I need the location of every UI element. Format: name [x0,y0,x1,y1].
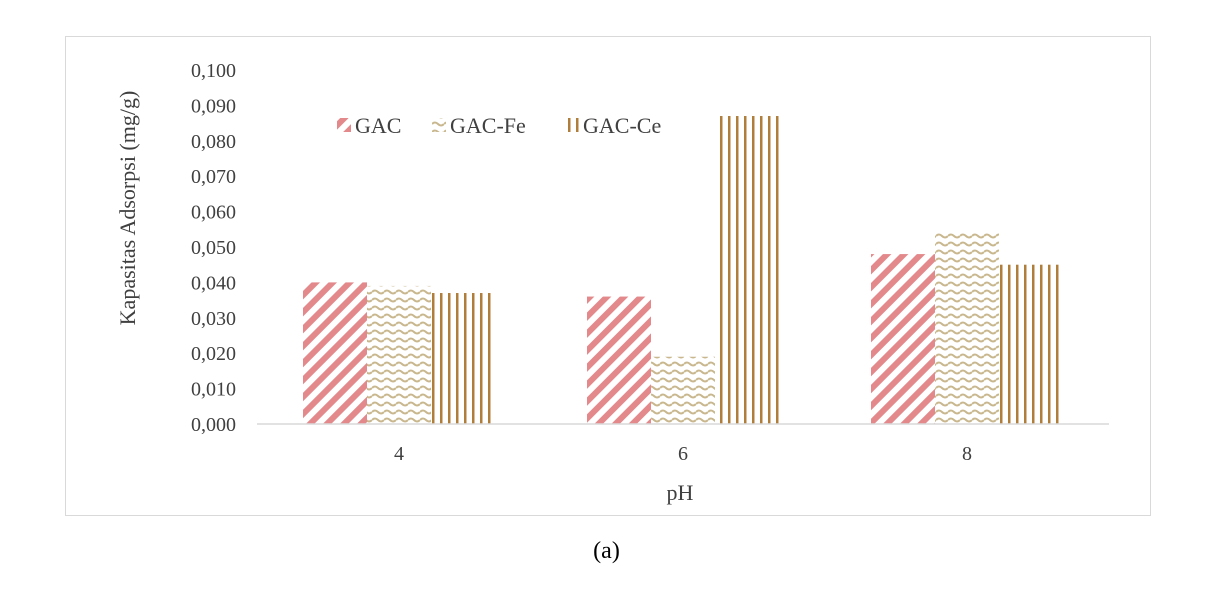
bar-gac-ce-ph-4 [431,293,495,424]
y-tick-label: 0,020 [191,343,236,365]
y-tick-label: 0,000 [191,414,236,436]
y-tick-label: 0,080 [191,131,236,153]
y-axis-title: Kapasitas Adsorpsi (mg/g) [115,91,140,326]
y-tick-label: 0,090 [191,95,236,117]
bar-gac-fe-ph-6 [651,356,715,424]
y-tick-label: 0,070 [191,166,236,188]
chart-frame [65,36,1151,516]
x-tick-label: 6 [678,443,688,465]
x-tick-label: 8 [962,443,972,465]
y-axis-ticks: 0,000 0,010 0,020 0,030 0,040 0,050 0,060 0,070… [191,60,236,436]
bar-gac-ph-6 [587,296,651,424]
legend-swatch-gac [337,118,351,132]
legend-label-gac-fe: GAC-Fe [450,113,526,138]
bar-gac-ph-8 [871,254,935,424]
y-tick-label: 0,010 [191,379,236,401]
y-tick-label: 0,040 [191,272,236,294]
x-axis-ticks: 4 6 8 [394,443,972,465]
bar-gac-ph-4 [303,282,367,424]
x-axis-title: pH [667,480,694,505]
y-tick-label: 0,030 [191,308,236,330]
x-tick-label: 4 [394,443,404,465]
legend-label-gac: GAC [355,113,401,138]
bars [303,116,1063,425]
bar-gac-ce-ph-8 [999,264,1063,424]
legend-label-gac-ce: GAC-Ce [583,113,661,138]
bar-gac-fe-ph-8 [935,232,999,424]
y-tick-label: 0,060 [191,202,236,224]
y-tick-label: 0,050 [191,237,236,259]
bar-gac-fe-ph-4 [367,285,431,424]
legend: GAC GAC-Fe GAC-Ce [337,113,661,138]
legend-swatch-gac-fe [432,118,446,132]
legend-swatch-gac-ce [565,118,579,132]
figure-caption: (a) [593,538,620,564]
y-tick-label: 0,100 [191,60,236,82]
bar-gac-ce-ph-6 [715,116,779,425]
